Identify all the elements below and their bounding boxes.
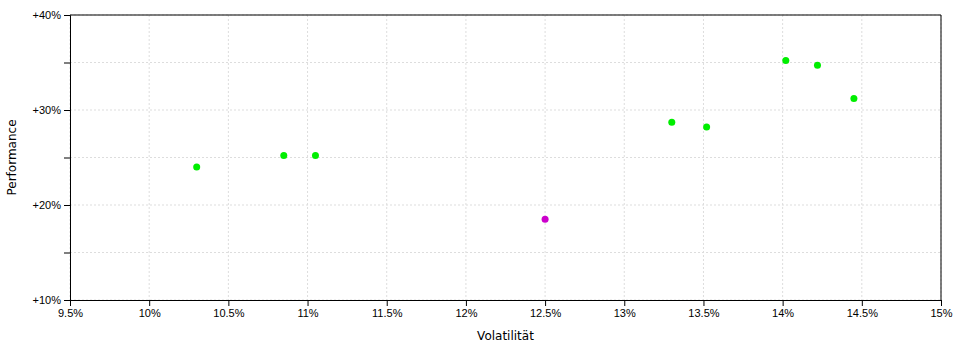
x-tick-mark: [941, 300, 942, 306]
x-tick-label: 13.5%: [688, 307, 719, 319]
y-tick-label: +20%: [33, 199, 62, 211]
grid-line-x: [941, 15, 942, 300]
x-tick-mark: [783, 300, 784, 306]
x-tick: 10%: [139, 300, 161, 319]
x-axis: 9.5% 10% 10.5% 11% 11.5% 12% 12.5% 13% 13.5% 14% 1…: [58, 300, 953, 319]
x-tick-label: 14.5%: [847, 307, 878, 319]
x-tick: 13.5%: [688, 300, 719, 319]
x-tick: 14%: [772, 300, 794, 319]
marks: [193, 57, 857, 223]
x-tick: 9.5%: [58, 300, 83, 319]
series: [193, 57, 857, 170]
x-tick-label: 12.5%: [530, 307, 561, 319]
x-tick-mark: [308, 300, 309, 306]
point: [280, 152, 287, 159]
y-tick: +20%: [33, 199, 70, 211]
grid-line-y: [70, 110, 941, 111]
y-tick-mark: [64, 15, 70, 16]
y-tick-mark: [64, 158, 70, 159]
grid: [70, 15, 941, 300]
frame-top: [70, 15, 941, 16]
point: [193, 164, 200, 171]
x-tick: 10.5%: [213, 300, 244, 319]
grid-line-x: [545, 15, 546, 300]
x-tick-mark: [466, 300, 467, 306]
y-axis-line: [64, 16, 71, 301]
y-tick-mark: [64, 110, 70, 111]
y-axis-title: Performance: [5, 119, 19, 195]
point: [668, 119, 675, 126]
point: [782, 57, 789, 64]
y-tick: [64, 253, 70, 254]
x-tick-mark: [228, 300, 229, 306]
x-tick: 11.5%: [372, 300, 403, 319]
x-tick-label: 15%: [930, 307, 952, 319]
grid-line-y: [70, 252, 941, 253]
x-tick: 14.5%: [847, 300, 878, 319]
y-tick-mark: [64, 205, 70, 206]
y-tick: [64, 63, 70, 64]
y-tick-mark: [64, 63, 70, 64]
x-tick-label: 13%: [614, 307, 636, 319]
point: [850, 95, 857, 102]
grid-line-y: [70, 157, 941, 158]
x-tick: 12%: [455, 300, 477, 319]
series: [542, 216, 549, 223]
x-tick-label: 11%: [297, 307, 318, 319]
y-tick-mark: [64, 300, 70, 301]
y-tick-mark: [64, 253, 70, 254]
x-tick-mark: [862, 300, 863, 306]
point: [542, 216, 549, 223]
x-tick: 15%: [930, 300, 952, 319]
x-tick-label: 12%: [455, 307, 477, 319]
x-tick-mark: [387, 300, 388, 306]
chart: 9.5% 10% 10.5% 11% 11.5% 12% 12.5% 13% 13.5% 14% 1…: [0, 0, 966, 350]
point: [312, 152, 319, 159]
x-tick: 12.5%: [530, 300, 561, 319]
y-tick-label: +40%: [33, 9, 62, 21]
y-tick-label: +30%: [33, 104, 62, 116]
y-tick: +40%: [33, 9, 70, 21]
x-axis-title: Volatilität: [477, 329, 534, 343]
y-tick-label: +10%: [33, 294, 62, 306]
x-tick-label: 10%: [139, 307, 161, 319]
point: [703, 124, 710, 131]
x-tick-mark: [545, 300, 546, 306]
grid-line-y: [70, 205, 941, 206]
grid-line-y: [70, 15, 941, 16]
x-tick-mark: [703, 300, 704, 306]
y-tick: +10%: [33, 294, 70, 306]
x-tick-label: 14%: [772, 307, 794, 319]
y-axis: +10% +20% +30% +40%: [33, 9, 71, 306]
x-tick-label: 9.5%: [58, 307, 83, 319]
grid-line-x: [228, 15, 229, 300]
plot: 9.5% 10% 10.5% 11% 11.5% 12% 12.5% 13% 13.5% 14% 1…: [33, 9, 953, 319]
y-tick: +30%: [33, 104, 70, 116]
x-axis-line: [71, 301, 942, 307]
x-tick-label: 10.5%: [213, 307, 244, 319]
y-tick: [64, 158, 70, 159]
grid-line-x: [149, 15, 150, 300]
point: [814, 62, 821, 69]
x-tick: 11%: [297, 300, 318, 319]
x-tick-label: 11.5%: [372, 307, 403, 319]
x-tick-mark: [149, 300, 150, 306]
x-tick-mark: [624, 300, 625, 306]
grid-line-y: [70, 62, 941, 63]
frame-right: [941, 15, 942, 300]
x-tick: 13%: [614, 300, 636, 319]
